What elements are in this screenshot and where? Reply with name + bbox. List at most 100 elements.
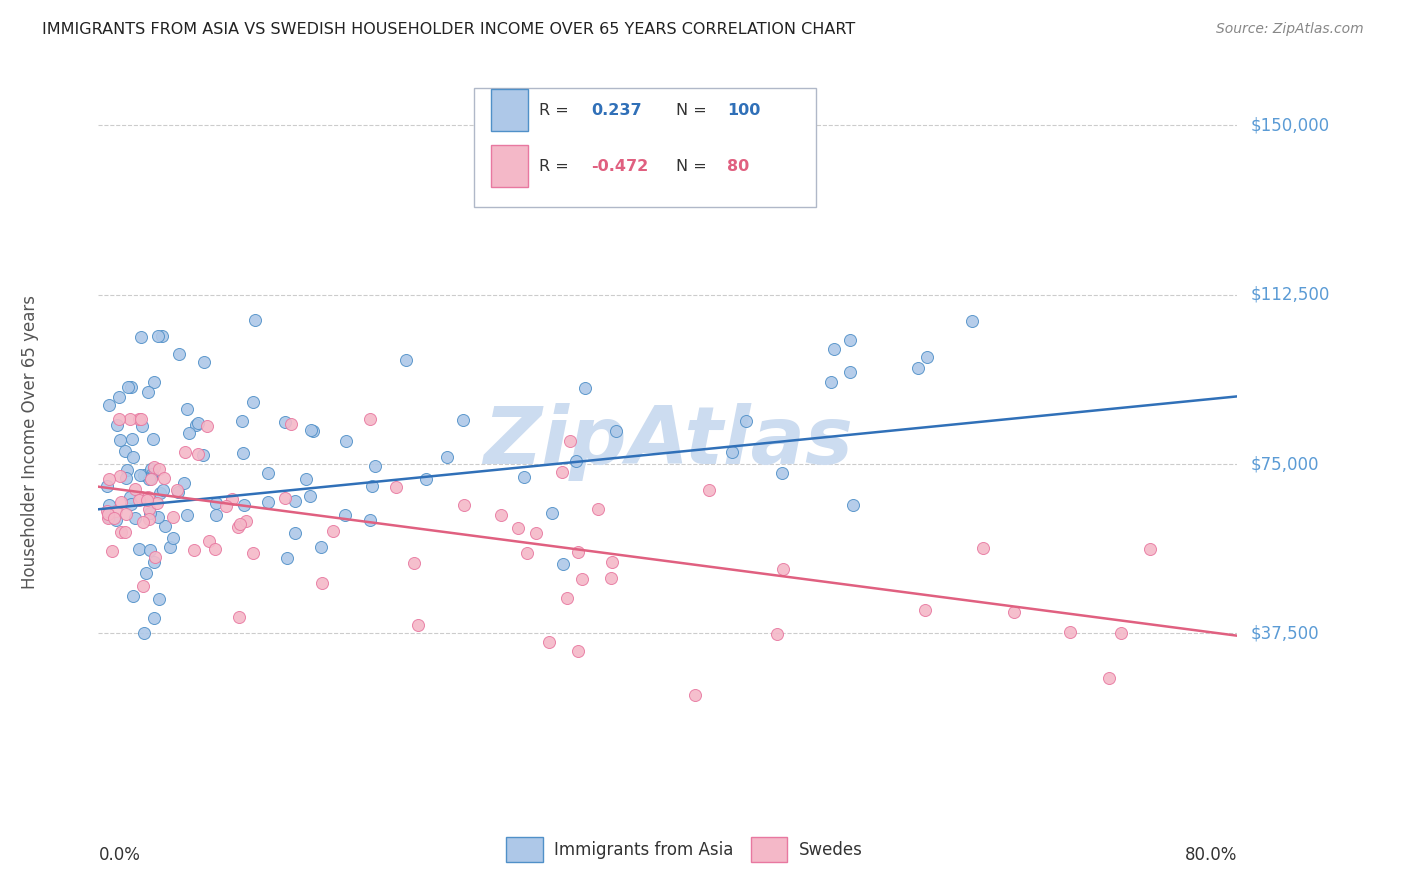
Point <box>124 482 146 496</box>
Point <box>309 540 332 554</box>
Point <box>574 380 596 394</box>
FancyBboxPatch shape <box>751 838 787 862</box>
Text: $112,500: $112,500 <box>1251 285 1330 304</box>
Point <box>538 634 561 648</box>
Point <box>191 448 214 462</box>
Point <box>129 468 152 483</box>
Point <box>280 417 302 431</box>
Text: IMMIGRANTS FROM ASIA VS SWEDISH HOUSEHOLDER INCOME OVER 65 YEARS CORRELATION CHA: IMMIGRANTS FROM ASIA VS SWEDISH HOUSEHOL… <box>42 22 855 37</box>
Point <box>333 508 356 522</box>
Point <box>117 380 139 394</box>
Point <box>173 444 195 458</box>
Point <box>311 576 333 591</box>
Point <box>124 511 146 525</box>
FancyBboxPatch shape <box>474 87 815 207</box>
Point <box>96 478 118 492</box>
Point <box>567 644 589 658</box>
Point <box>153 471 176 485</box>
Point <box>135 566 157 580</box>
Point <box>187 416 209 430</box>
Point <box>820 376 842 390</box>
Point <box>972 541 994 555</box>
Point <box>513 470 536 484</box>
Point <box>198 534 221 549</box>
Point <box>560 434 582 448</box>
Text: Householder Income Over 65 years: Householder Income Over 65 years <box>21 294 39 589</box>
Point <box>121 589 143 603</box>
Point <box>105 513 128 527</box>
Point <box>138 472 160 486</box>
Point <box>907 361 929 376</box>
Point <box>143 550 166 565</box>
Point <box>917 350 939 364</box>
Text: 80.0%: 80.0% <box>1185 847 1237 864</box>
Point <box>765 627 787 641</box>
Point <box>257 467 280 481</box>
Point <box>231 413 253 427</box>
Point <box>506 521 529 535</box>
Point <box>162 509 184 524</box>
Point <box>105 418 128 433</box>
Point <box>299 423 322 437</box>
Point <box>205 508 228 523</box>
Point <box>115 507 138 521</box>
Point <box>128 492 150 507</box>
Point <box>149 486 172 500</box>
Point <box>162 531 184 545</box>
Point <box>298 489 321 503</box>
Point <box>120 379 142 393</box>
Point <box>1004 605 1026 619</box>
Point <box>697 483 720 497</box>
Point <box>1139 542 1161 557</box>
Point <box>146 509 169 524</box>
Point <box>359 412 381 426</box>
Point <box>98 472 121 486</box>
Text: -0.472: -0.472 <box>592 159 648 174</box>
Point <box>121 432 143 446</box>
Point <box>415 472 437 486</box>
Point <box>361 479 384 493</box>
Point <box>136 490 159 504</box>
Text: N =: N = <box>676 159 711 174</box>
Point <box>138 502 160 516</box>
Point <box>1059 625 1081 640</box>
Point <box>193 354 215 368</box>
Point <box>148 329 170 343</box>
Point <box>187 447 209 461</box>
Point <box>153 519 176 533</box>
Point <box>114 525 136 540</box>
Point <box>605 424 627 438</box>
Text: ZipAtlas: ZipAtlas <box>482 402 853 481</box>
Point <box>571 572 593 586</box>
Point <box>232 445 254 459</box>
Point <box>120 412 142 426</box>
Point <box>551 558 574 572</box>
Point <box>436 450 458 464</box>
Point <box>117 463 139 477</box>
Point <box>1098 671 1121 685</box>
Point <box>98 509 121 524</box>
Point <box>97 508 120 522</box>
Point <box>960 313 983 327</box>
Text: 0.237: 0.237 <box>592 103 643 118</box>
Point <box>131 418 153 433</box>
Point <box>176 508 198 522</box>
Point <box>139 543 162 558</box>
Point <box>823 342 845 356</box>
Text: R =: R = <box>538 103 574 118</box>
Point <box>101 543 124 558</box>
Point <box>108 412 131 426</box>
Point <box>735 414 758 428</box>
Point <box>772 562 794 576</box>
Point <box>148 461 170 475</box>
Point <box>128 541 150 556</box>
Point <box>139 473 162 487</box>
Point <box>242 395 264 409</box>
Point <box>135 492 157 507</box>
Point <box>122 450 145 464</box>
Point <box>97 498 120 512</box>
Point <box>143 611 166 625</box>
Text: 0.0%: 0.0% <box>98 847 141 864</box>
Point <box>115 471 138 485</box>
Point <box>301 424 323 438</box>
